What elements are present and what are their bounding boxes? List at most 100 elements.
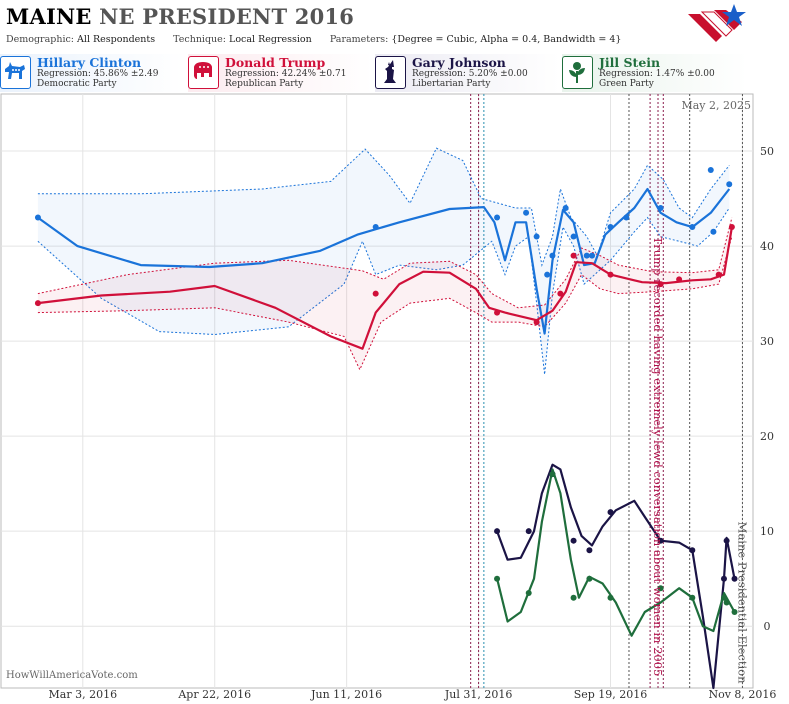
leaf-flower-icon	[562, 56, 593, 89]
header: MAINE NE PRESIDENT 2016 Demographic: All…	[0, 0, 789, 92]
poll-point-jill-stein	[731, 608, 738, 615]
trend-line-gary-johnson	[496, 463, 736, 690]
poll-point-donald-trump	[728, 224, 735, 231]
candidate-regression: Regression: 5.20% ±0.00	[412, 69, 528, 79]
statue-of-liberty-icon	[375, 56, 406, 89]
poll-point-hillary-clinton	[726, 181, 733, 188]
polling-chart: Trump recorded having extremely lewd con…	[0, 93, 777, 701]
x-tick-label: Mar 3, 2016	[49, 688, 118, 701]
poll-point-donald-trump	[570, 252, 577, 259]
poll-point-hillary-clinton	[494, 214, 501, 221]
candidate-party: Libertarian Party	[412, 79, 491, 89]
poll-point-gary-johnson	[570, 537, 577, 544]
trend-line-hillary-clinton	[37, 187, 731, 335]
y-tick-label: 20	[760, 430, 774, 443]
poll-point-jill-stein	[586, 575, 593, 582]
candidate-card-johnson: Gary Johnson Regression: 5.20% ±0.00 Lib…	[375, 54, 560, 92]
poll-point-donald-trump	[715, 271, 722, 278]
x-tick-label: Nov 8, 2016	[708, 688, 776, 701]
candidate-card-trump: Donald Trump Regression: 42.24% ±0.71 Re…	[188, 54, 373, 92]
poll-point-donald-trump	[607, 271, 614, 278]
poll-point-hillary-clinton	[657, 205, 664, 212]
poll-point-jill-stein	[549, 471, 556, 478]
demographic-label: Demographic:	[6, 34, 75, 45]
confidence-band-hillary-clinton	[37, 148, 730, 375]
upper-bound-donald-trump	[37, 217, 733, 309]
poll-point-donald-trump	[34, 300, 41, 307]
poll-point-donald-trump	[657, 281, 664, 288]
poll-point-donald-trump	[676, 276, 683, 283]
poll-point-gary-johnson	[586, 547, 593, 554]
candidate-name: Donald Trump	[225, 55, 326, 70]
x-axis: Mar 3, 2016 Apr 22, 2016 Jun 11, 2016 Jul 3…	[49, 688, 777, 701]
candidate-card-stein: Jill Stein Regression: 1.47% ±0.00 Green…	[562, 54, 747, 92]
poll-point-gary-johnson	[494, 528, 501, 535]
candidate-party: Green Party	[599, 79, 654, 89]
poll-point-hillary-clinton	[523, 209, 530, 216]
race-title: NE PRESIDENT 2016	[99, 4, 355, 29]
poll-point-hillary-clinton	[562, 205, 569, 212]
poll-point-hillary-clinton	[589, 252, 596, 259]
x-tick-label: Sep 19, 2016	[574, 688, 648, 701]
plot-area	[0, 93, 754, 689]
grid-lines	[1, 94, 753, 688]
candidate-party: Democratic Party	[37, 79, 117, 89]
poll-point-hillary-clinton	[372, 224, 379, 231]
poll-point-hillary-clinton	[623, 214, 630, 221]
poll-point-hillary-clinton	[549, 252, 556, 259]
donkey-icon	[0, 56, 31, 89]
poll-point-hillary-clinton	[707, 167, 714, 174]
x-tick-label: Apr 22, 2016	[177, 688, 251, 701]
event-lines	[470, 94, 743, 688]
poll-point-jill-stein	[525, 589, 532, 596]
poll-point-jill-stein	[720, 594, 727, 601]
poll-point-hillary-clinton	[583, 252, 590, 259]
poll-point-gary-johnson	[689, 547, 696, 554]
y-tick-label: 50	[760, 145, 774, 158]
y-tick-label: 10	[760, 525, 774, 538]
poll-point-donald-trump	[372, 290, 379, 297]
y-tick-label: 0	[764, 620, 771, 633]
x-tick-label: Jul 31, 2016	[444, 688, 513, 701]
poll-point-gary-johnson	[525, 528, 532, 535]
upper-bound-hillary-clinton	[37, 147, 730, 267]
state-name: MAINE	[6, 4, 92, 29]
demographic-value: All Respondents	[77, 34, 156, 45]
candidate-name: Gary Johnson	[412, 55, 506, 70]
candidate-party: Republican Party	[225, 79, 304, 89]
confidence-band-donald-trump	[37, 217, 732, 370]
poll-point-jill-stein	[723, 599, 730, 606]
poll-point-gary-johnson	[607, 509, 614, 516]
poll-point-hillary-clinton	[710, 228, 717, 235]
poll-point-donald-trump	[494, 309, 501, 316]
x-tick-label: Jun 11, 2016	[310, 688, 382, 701]
poll-point-jill-stein	[607, 594, 614, 601]
event-annotation: Maine Presidential Election	[735, 522, 749, 684]
star-flag-logo-icon	[688, 4, 746, 42]
poll-point-hillary-clinton	[533, 233, 540, 240]
candidate-regression: Regression: 42.24% ±0.71	[225, 69, 347, 79]
candidate-regression: Regression: 45.86% ±2.49	[37, 69, 159, 79]
lower-bound-donald-trump	[37, 236, 733, 371]
poll-point-donald-trump	[557, 290, 564, 297]
candidate-card-clinton: Hillary Clinton Regression: 45.86% ±2.49…	[0, 54, 185, 92]
poll-point-donald-trump	[533, 319, 540, 326]
page-title: MAINE NE PRESIDENT 2016	[6, 4, 354, 29]
poll-point-gary-johnson	[657, 537, 664, 544]
poll-point-gary-johnson	[720, 575, 727, 582]
parameters-value: {Degree = Cubic, Alpha = 0.4, Bandwidth …	[391, 34, 622, 45]
poll-point-jill-stein	[657, 585, 664, 592]
poll-point-hillary-clinton	[34, 214, 41, 221]
series-points	[34, 167, 738, 615]
y-tick-label: 30	[760, 335, 774, 348]
poll-point-jill-stein	[494, 575, 501, 582]
parameters-label: Parameters:	[329, 34, 389, 45]
y-tick-label: 40	[760, 240, 774, 253]
technique-value: Local Regression	[229, 34, 312, 45]
trend-line-jill-stein	[496, 468, 736, 637]
poll-point-hillary-clinton	[607, 224, 614, 231]
parameters-line: Demographic: All Respondents Technique: …	[6, 34, 621, 45]
poll-point-hillary-clinton	[570, 233, 577, 240]
y-axis: 0 10 20 30 40 50	[760, 145, 774, 633]
candidate-regression: Regression: 1.47% ±0.00	[599, 69, 715, 79]
